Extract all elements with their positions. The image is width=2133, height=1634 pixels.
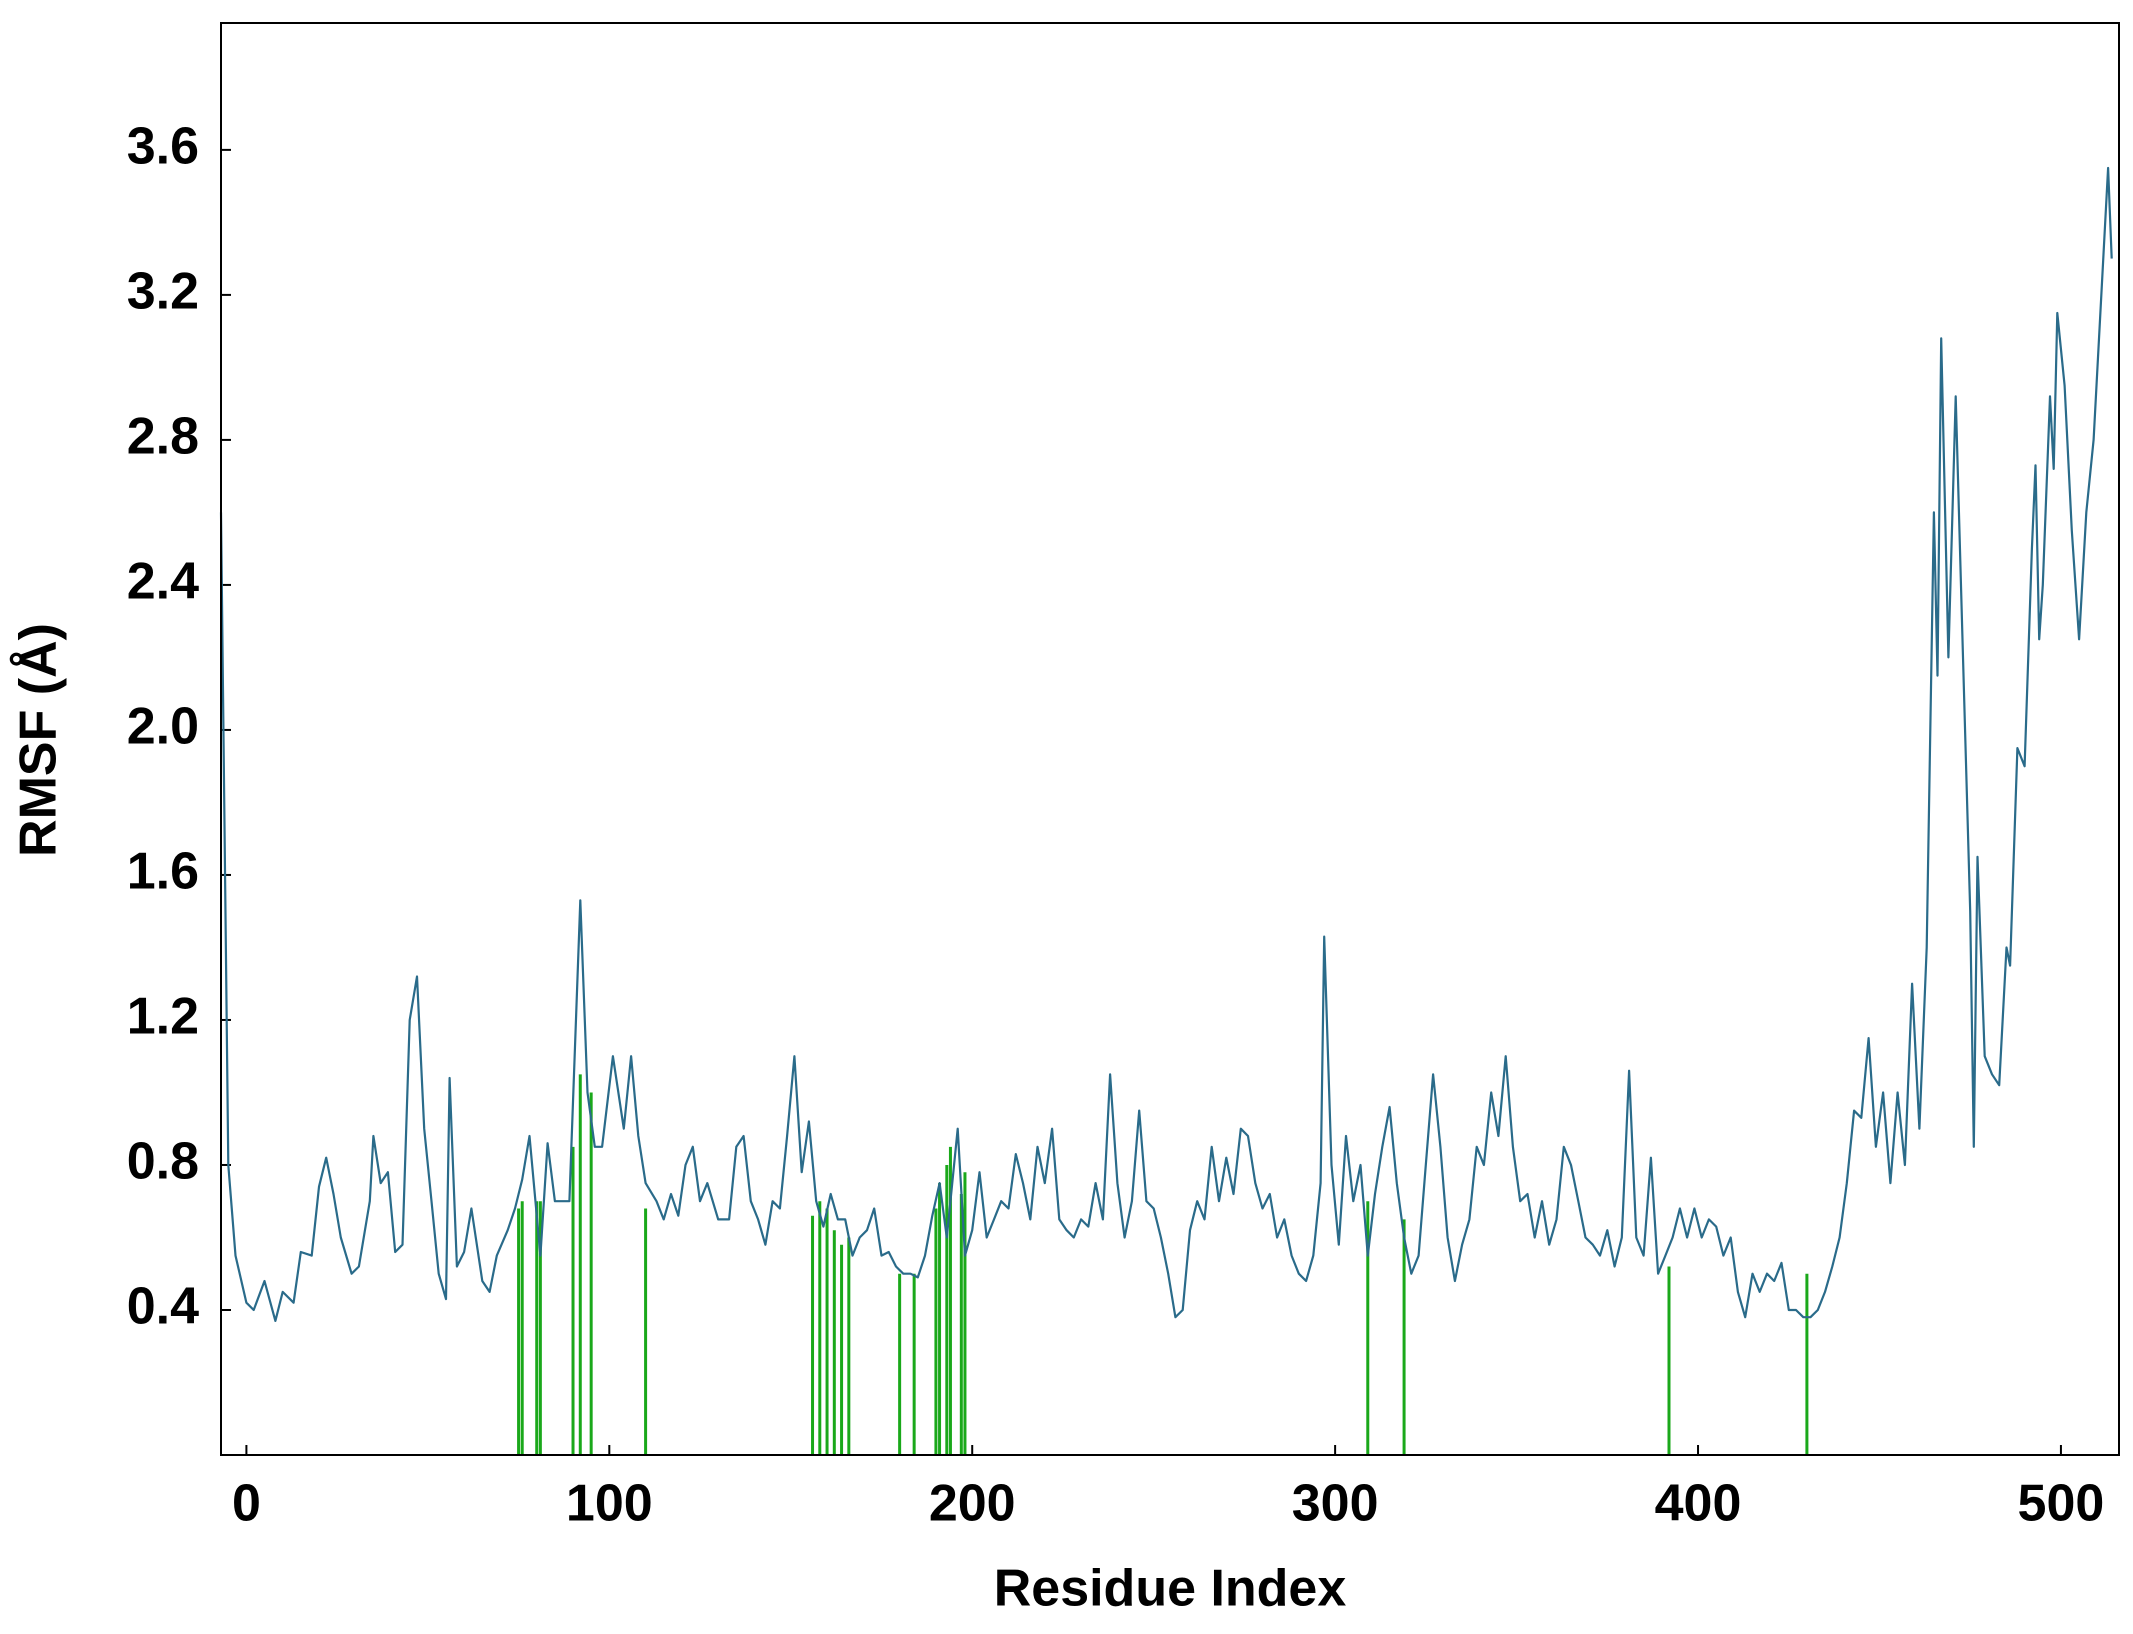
y-tick-label: 2.0 bbox=[127, 698, 199, 756]
y-tick-label: 3.2 bbox=[127, 263, 199, 321]
x-tick-label: 100 bbox=[566, 1475, 653, 1533]
y-tick-label: 0.4 bbox=[127, 1278, 199, 1336]
y-tick-label: 3.6 bbox=[127, 118, 199, 176]
x-tick-label: 500 bbox=[2018, 1475, 2105, 1533]
y-axis-label: RMSF (Å) bbox=[10, 623, 68, 857]
y-tick-label: 2.8 bbox=[127, 408, 199, 466]
x-tick-label: 400 bbox=[1655, 1475, 1742, 1533]
x-tick-label: 200 bbox=[929, 1475, 1016, 1533]
y-tick-label: 0.8 bbox=[127, 1133, 199, 1191]
plot-frame bbox=[220, 22, 2120, 1456]
x-tick-label: 0 bbox=[232, 1475, 261, 1533]
rmsf-line bbox=[219, 166, 2113, 1322]
y-tick-label: 2.4 bbox=[127, 553, 199, 611]
x-axis-label: Residue Index bbox=[994, 1560, 1347, 1618]
x-tick-label: 300 bbox=[1292, 1475, 1379, 1533]
y-tick-label: 1.2 bbox=[127, 988, 199, 1046]
y-tick-label: 1.6 bbox=[127, 843, 199, 901]
